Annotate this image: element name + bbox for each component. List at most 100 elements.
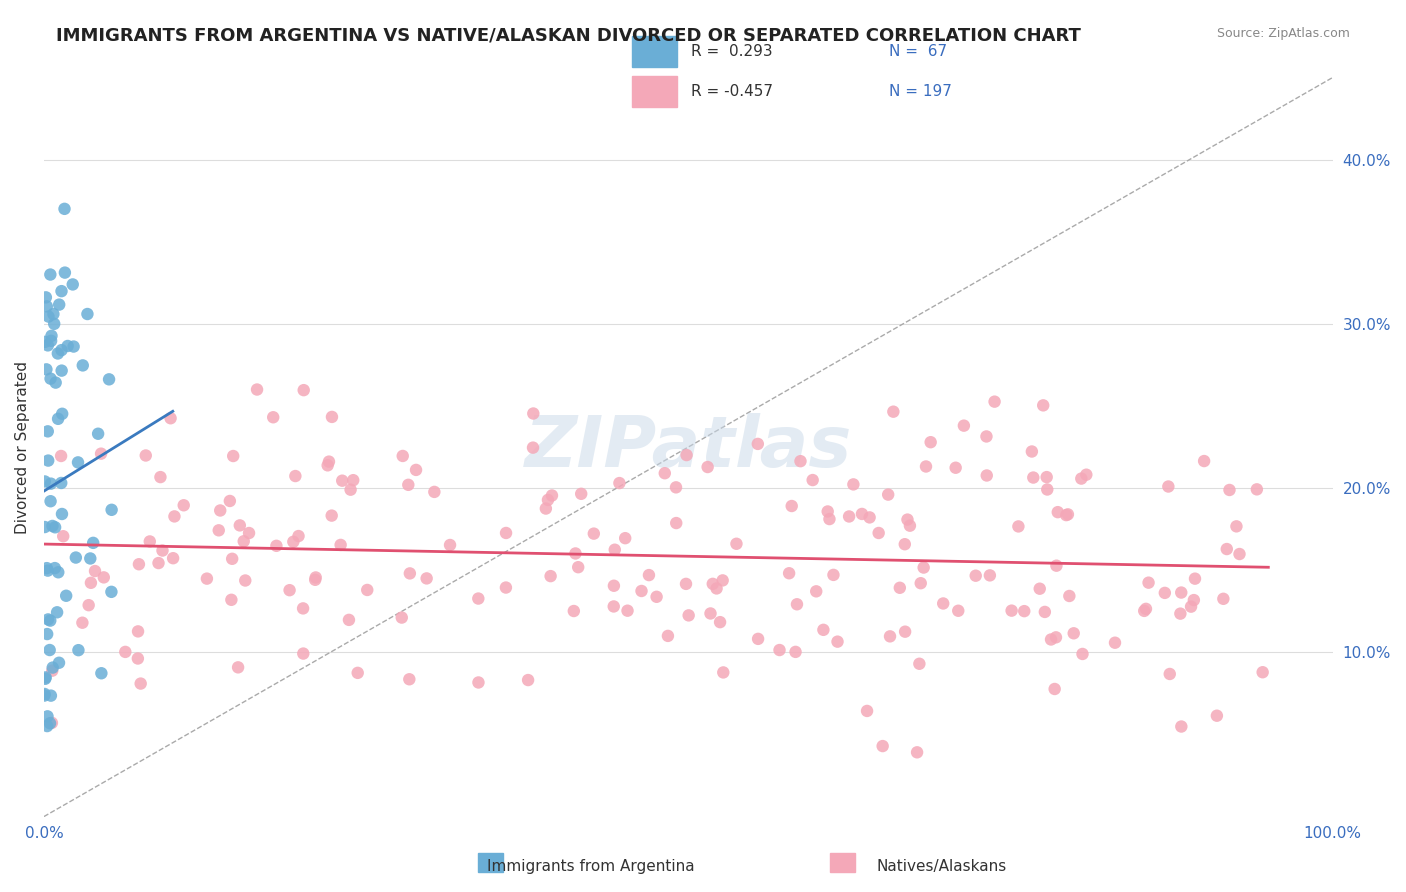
Point (209, 503, 232, 517)
Point (582, 526, 605, 541)
Point (98, 372, 121, 386)
Point (82, 536, 104, 550)
Point (932, 597, 955, 611)
Point (39, 334, 62, 348)
Point (567, 560, 589, 574)
Point (163, 509, 186, 524)
Point (614, 531, 637, 545)
Point (51, 343, 73, 358)
Point (1057, 508, 1080, 522)
Point (675, 577, 697, 591)
Point (789, 454, 811, 468)
Point (278, 583, 301, 598)
Point (1135, 602, 1157, 616)
Point (1205, 708, 1227, 723)
Point (37, 612, 59, 626)
Point (522, 441, 544, 455)
Point (356, 582, 378, 597)
Point (467, 591, 489, 606)
Point (337, 613, 360, 627)
Point (780, 499, 803, 513)
Point (872, 739, 894, 753)
Point (41, 664, 63, 678)
Point (399, 566, 422, 581)
Point (39, 716, 62, 731)
Point (44, 520, 66, 534)
Point (818, 512, 841, 526)
Point (195, 572, 218, 586)
Point (638, 568, 661, 582)
Point (1045, 631, 1067, 645)
Point (768, 643, 790, 657)
Point (135, 449, 157, 463)
Point (34, 687, 56, 701)
Point (702, 577, 724, 591)
Point (915, 459, 938, 474)
Point (38, 643, 60, 657)
Point (90, 447, 112, 461)
Point (51, 363, 73, 377)
Point (65, 550, 87, 565)
Point (778, 566, 800, 581)
Point (1180, 599, 1202, 614)
Point (827, 634, 849, 648)
Point (35, 299, 58, 313)
Point (321, 508, 343, 523)
Point (49, 449, 72, 463)
Point (77, 598, 100, 612)
Point (37, 564, 59, 578)
Point (42, 307, 65, 321)
Point (945, 460, 967, 475)
Point (541, 488, 564, 502)
Point (34, 475, 56, 489)
Point (39, 494, 62, 508)
Point (725, 537, 748, 551)
Point (522, 407, 544, 421)
Point (953, 418, 976, 433)
Point (262, 410, 284, 425)
Point (37, 310, 59, 324)
Point (44, 561, 66, 575)
Point (439, 538, 461, 552)
Point (100, 503, 122, 517)
Point (879, 629, 901, 643)
Point (405, 463, 427, 477)
Point (39, 476, 62, 491)
Point (1035, 470, 1057, 484)
Point (292, 647, 315, 661)
Point (233, 574, 256, 588)
Point (1036, 483, 1059, 497)
Point (87, 426, 110, 441)
Point (609, 476, 631, 491)
Point (1184, 572, 1206, 586)
Point (41, 328, 63, 343)
Point (905, 745, 928, 759)
Point (711, 574, 734, 588)
Point (747, 437, 769, 451)
Point (396, 478, 419, 492)
Text: N = 197: N = 197 (889, 85, 952, 99)
Point (540, 569, 562, 583)
Point (1192, 454, 1215, 468)
Point (305, 570, 328, 584)
Point (35, 561, 58, 575)
Point (675, 448, 697, 462)
Point (616, 604, 638, 618)
Point (851, 507, 873, 521)
Point (173, 498, 195, 512)
Point (45, 376, 67, 390)
Point (882, 405, 904, 419)
Point (229, 518, 252, 533)
Point (46, 605, 69, 619)
Point (983, 394, 1005, 409)
Point (678, 608, 700, 623)
Point (37, 719, 59, 733)
Point (654, 467, 676, 481)
Point (823, 567, 845, 582)
Point (114, 645, 136, 659)
Point (657, 629, 679, 643)
Point (1063, 626, 1085, 640)
Point (965, 568, 987, 582)
Point (292, 601, 315, 615)
Point (1170, 719, 1192, 733)
